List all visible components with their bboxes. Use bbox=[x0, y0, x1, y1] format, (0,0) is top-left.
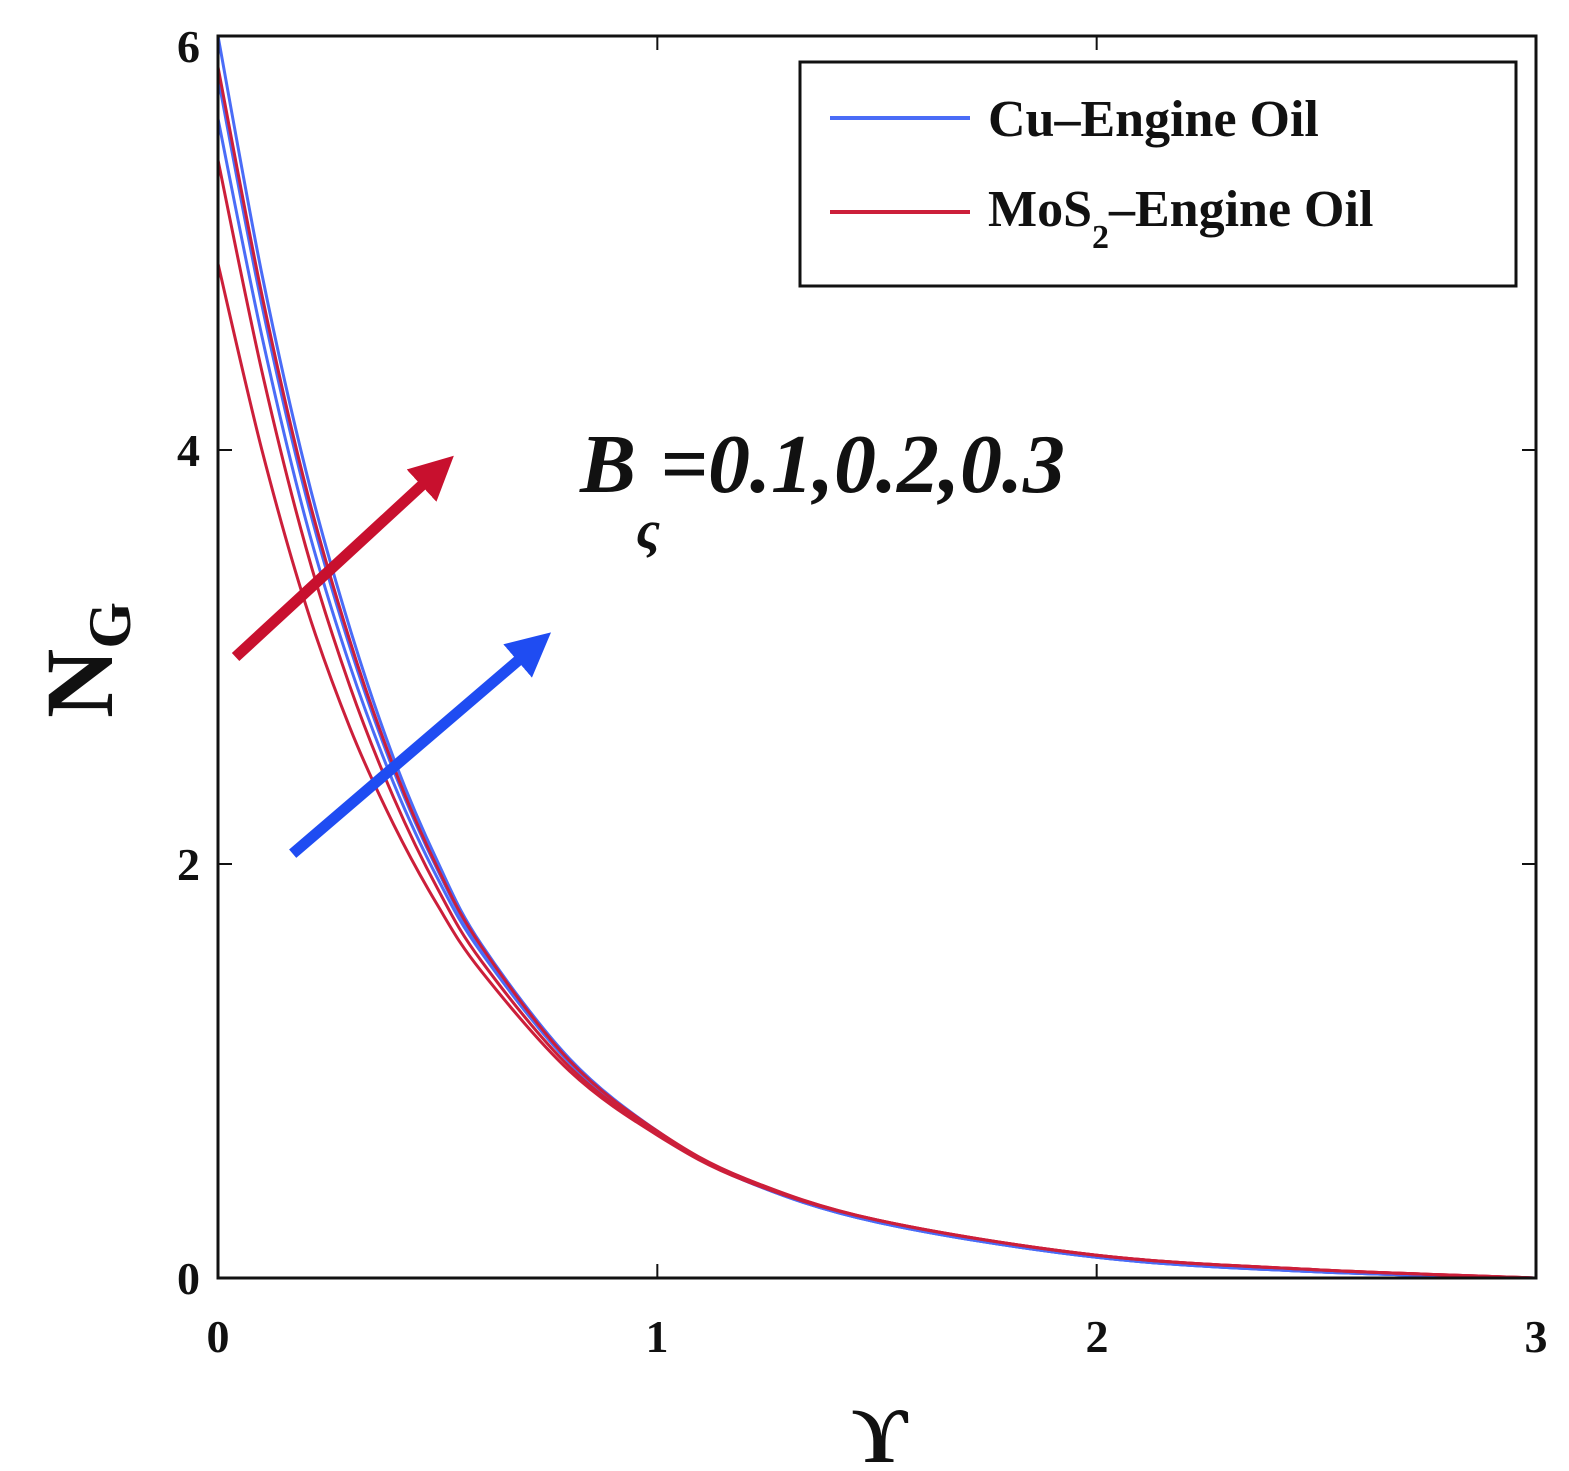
annotation-main: B bbox=[579, 418, 636, 511]
y-tick-label: 6 bbox=[177, 21, 200, 72]
tick-layer bbox=[217, 35, 1537, 1279]
x-tick-label: 3 bbox=[1525, 1311, 1548, 1362]
legend-label-mos2-sub: 2 bbox=[1092, 219, 1109, 256]
arrow-layer bbox=[231, 455, 552, 858]
legend-label-mos2: MoS2–Engine Oil bbox=[988, 181, 1373, 256]
legend-label-mos2-main: MoS bbox=[988, 181, 1092, 238]
x-tick-label: 0 bbox=[207, 1311, 230, 1362]
y-axis-title-sub: G bbox=[77, 602, 143, 649]
y-tick-label: 2 bbox=[177, 839, 200, 890]
series-layer bbox=[216, 35, 1537, 1280]
legend-label-mos2-tail: –Engine Oil bbox=[1108, 181, 1373, 238]
y-axis-title-main: N bbox=[26, 649, 133, 718]
plot-frame bbox=[216, 34, 1538, 1280]
x-axis-title: ϒ bbox=[852, 1392, 909, 1471]
arrow-blue bbox=[289, 632, 552, 858]
y-tick-label: 4 bbox=[177, 425, 200, 476]
svg-text:NG: NG bbox=[26, 602, 143, 718]
arrow-red bbox=[231, 455, 454, 662]
series-line-6 bbox=[216, 66, 1537, 1280]
y-tick-label: 0 bbox=[177, 1253, 200, 1304]
annotation-values: =0.1,0.2,0.3 bbox=[660, 418, 1065, 511]
legend-box bbox=[798, 60, 1518, 288]
legend: Cu–Engine Oil MoS2–Engine Oil bbox=[798, 60, 1518, 288]
annotation-sub: ς bbox=[636, 500, 660, 560]
x-tick-label: 1 bbox=[646, 1311, 669, 1362]
y-axis-title: NG bbox=[26, 602, 143, 718]
x-tick-label: 2 bbox=[1086, 1311, 1109, 1362]
annotation: Bς=0.1,0.2,0.3 bbox=[579, 418, 1065, 560]
legend-label-cu: Cu–Engine Oil bbox=[988, 91, 1319, 148]
